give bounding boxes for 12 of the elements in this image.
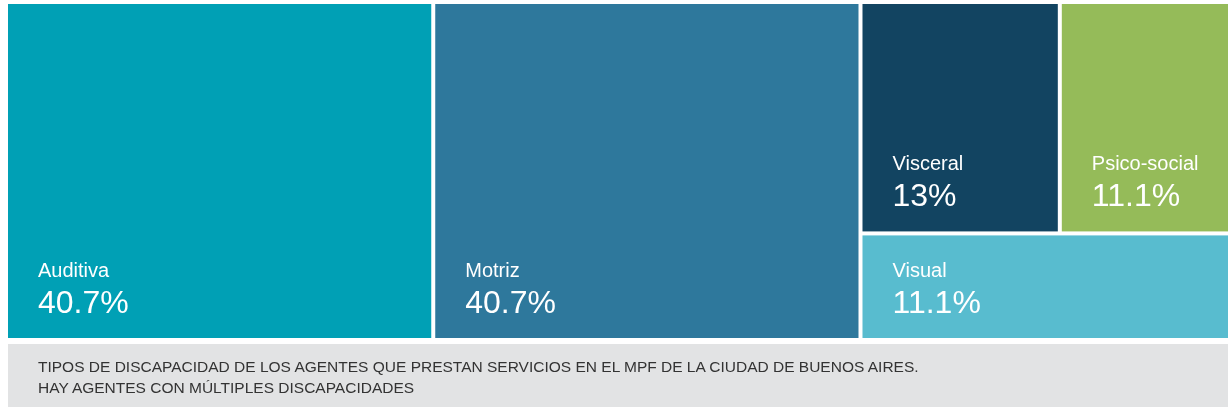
text: TIPOS DE DISCAPACIDAD DE LOS AGENTES QUE PRESTAN SERVICIOS EN EL MPF DE LA CIUDAD DE BUENOS AIRES. [38, 358, 919, 375]
category-label: Visceral [892, 152, 964, 175]
data-label: 11.1% [892, 284, 981, 320]
data-label: 13% [892, 177, 957, 214]
data-label: 40.7% [38, 284, 129, 320]
category-label: Auditiva [38, 259, 111, 281]
category-label: Psico-social [1091, 152, 1199, 175]
category-label: Visual [892, 259, 947, 281]
data-label: 40.7% [465, 284, 556, 320]
text: HAY AGENTES CON MÚLTIPLES DISCAPACIDADES [38, 379, 415, 396]
data-label: 11.1% [1091, 177, 1181, 214]
category-label: Motriz [465, 259, 520, 281]
